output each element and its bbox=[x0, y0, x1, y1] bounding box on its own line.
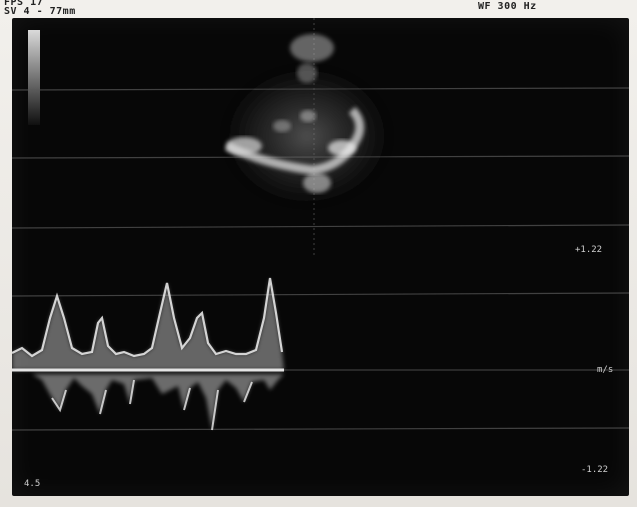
header-frame-rate: FPS 17 bbox=[4, 0, 44, 8]
header-sample-volume: SV 4 - 77mm bbox=[4, 6, 76, 17]
scale-top-label: +1.22 bbox=[575, 245, 603, 255]
doppler-spectrum bbox=[12, 277, 284, 431]
corner-label: 4.5 bbox=[24, 479, 41, 489]
doppler-image bbox=[12, 18, 629, 431]
doppler-screen: +1.22 m/s -1.22 4.5 bbox=[12, 18, 629, 496]
scale-unit-label: m/s bbox=[597, 365, 614, 375]
header-wall-filter: WF 300 Hz bbox=[478, 1, 537, 12]
scale-bottom-label: -1.22 bbox=[581, 465, 609, 475]
grayscale-bar bbox=[28, 30, 40, 125]
heart-image bbox=[212, 34, 402, 216]
